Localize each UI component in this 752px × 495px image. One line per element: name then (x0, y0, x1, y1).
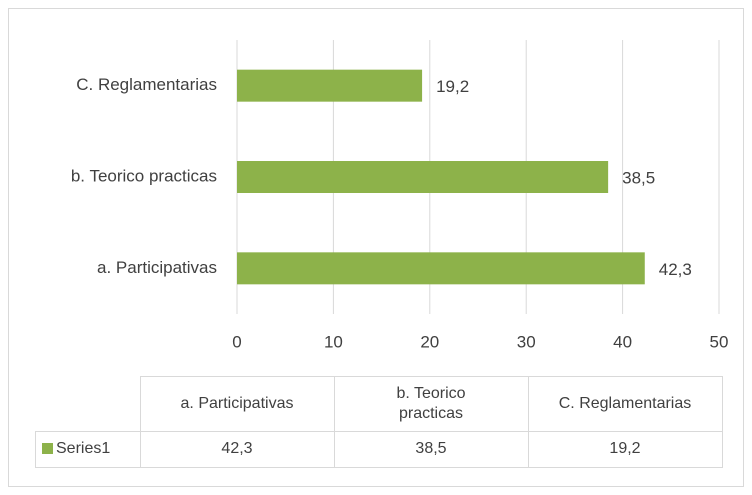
table-header-text: b. Teorico practicas (396, 384, 466, 422)
table-data-row: Series1 42,3 38,5 19,2 (35, 430, 723, 468)
table-header-text: C. Reglamentarias (558, 394, 692, 412)
table-value-cell: 38,5 (333, 430, 529, 468)
data-label: 42,3 (659, 260, 692, 279)
y-tick-label: C. Reglamentarias (76, 75, 217, 94)
x-tick-label: 10 (324, 332, 343, 351)
table-header-row: a. Participativas b. Teorico practicas C. … (35, 376, 723, 432)
x-tick-label: 0 (232, 332, 241, 351)
y-tick-label: b. Teorico practicas (71, 166, 217, 185)
bar (237, 69, 423, 102)
x-tick-label: 40 (613, 332, 632, 351)
legend-label: Series1 (56, 440, 111, 457)
table-header-text: a. Participativas (180, 394, 294, 412)
y-tick-label: a. Participativas (97, 258, 217, 277)
table-legend-cell: Series1 (35, 430, 141, 468)
table-header-cell: C. Reglamentarias (527, 376, 723, 432)
legend-key (42, 443, 53, 455)
data-table: a. Participativas b. Teorico practicas C. … (35, 376, 723, 468)
bar (237, 161, 609, 193)
table-corner (35, 376, 141, 432)
x-tick-label: 20 (420, 332, 439, 351)
table-value-cell: 42,3 (139, 430, 335, 468)
table-value-cell: 19,2 (527, 430, 723, 468)
data-label: 19,2 (436, 77, 469, 96)
table-header-cell: a. Participativas (139, 376, 335, 432)
data-label: 38,5 (622, 168, 655, 187)
bar (237, 252, 645, 285)
table-header-cell: b. Teorico practicas (333, 376, 529, 432)
x-tick-label: 50 (710, 332, 729, 351)
x-tick-label: 30 (517, 332, 536, 351)
